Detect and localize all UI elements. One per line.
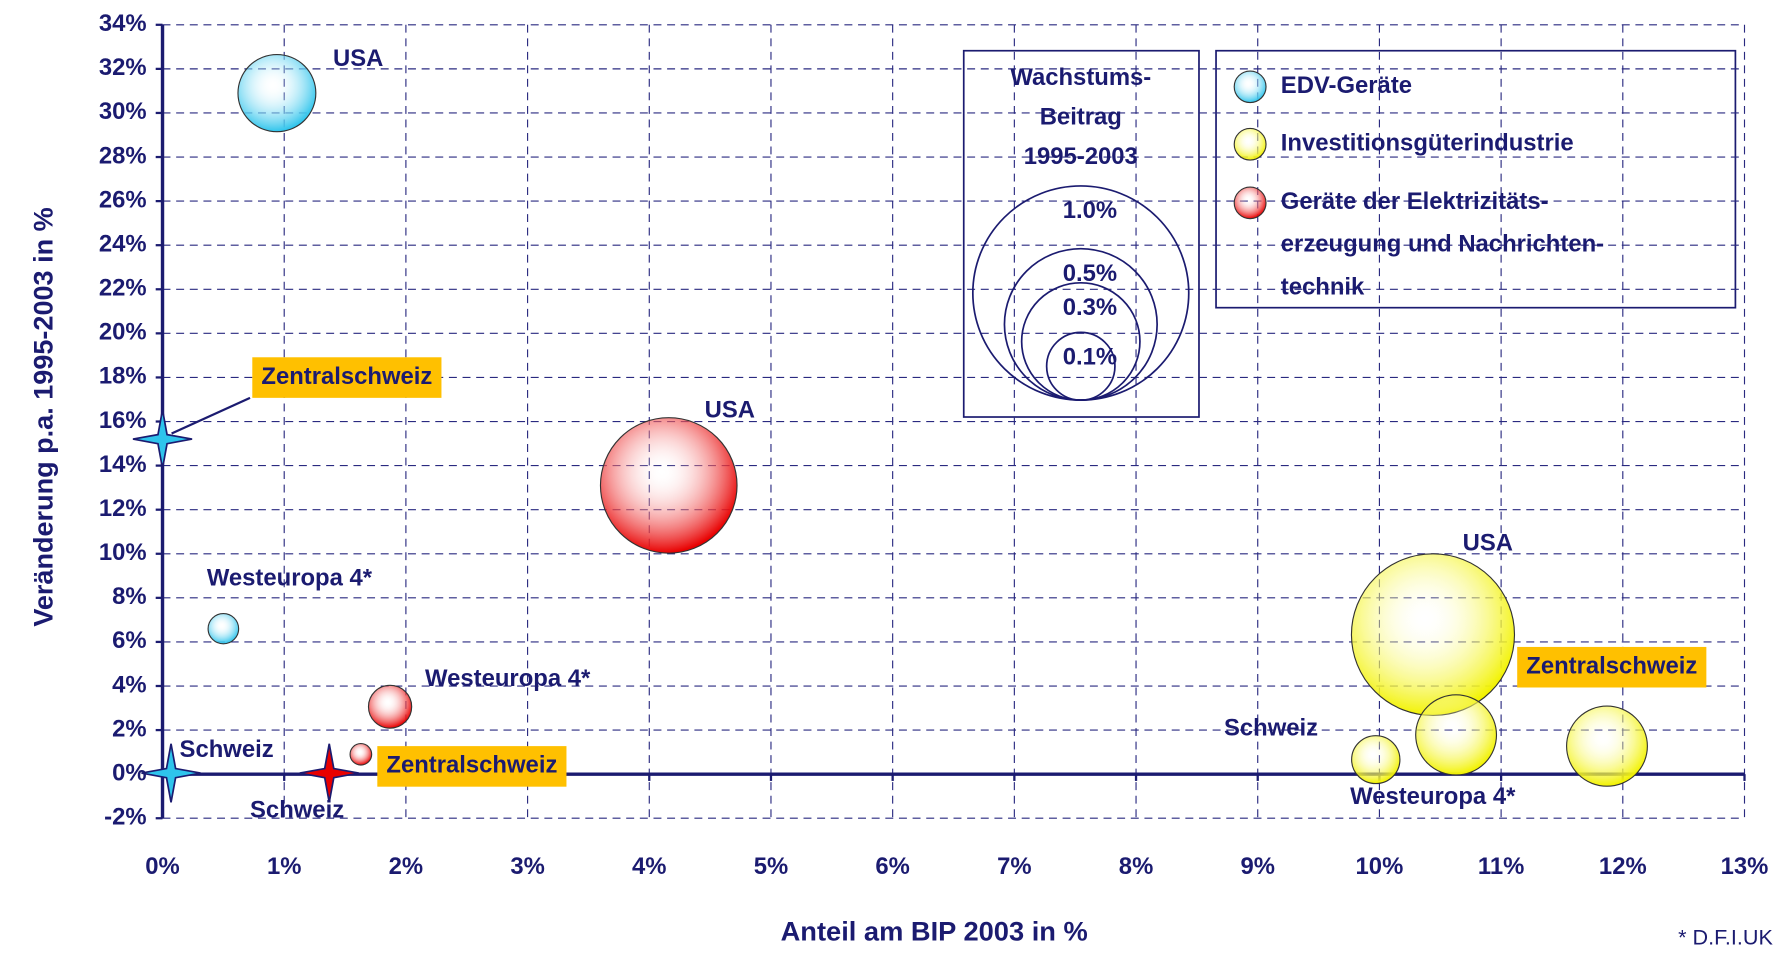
size-legend-title: Wachstums-	[1010, 64, 1151, 91]
y-tick-label: 28%	[99, 142, 147, 169]
legend-swatch	[1233, 70, 1267, 104]
x-tick-label: 7%	[997, 853, 1031, 880]
y-tick-label: -2%	[104, 804, 146, 831]
point-label: Westeuropa 4*	[207, 565, 373, 592]
label-highlight	[377, 746, 567, 787]
y-tick-label: 2%	[112, 715, 146, 742]
x-tick-label: 9%	[1240, 853, 1274, 880]
point-label: Schweiz	[250, 797, 344, 824]
x-tick-label: 3%	[510, 853, 544, 880]
y-tick-label: 16%	[99, 407, 147, 434]
point-label: Schweiz	[180, 736, 274, 763]
size-legend-title: 1995-2003	[1024, 143, 1138, 170]
star-marker	[132, 409, 193, 469]
y-tick-label: 8%	[112, 583, 146, 610]
legend-label-line: Geräte der Elektrizitäts-	[1281, 188, 1549, 215]
size-legend-circle	[1045, 331, 1116, 401]
legend-label-line: erzeugung und Nachrichten-	[1281, 231, 1604, 258]
label-highlight	[1517, 646, 1707, 688]
y-tick-label: 32%	[99, 54, 147, 81]
y-tick-label: 0%	[112, 760, 146, 787]
legend-swatch	[1233, 127, 1267, 161]
x-tick-label: 11%	[1478, 853, 1524, 880]
y-tick-label: 6%	[112, 627, 146, 654]
size-legend-label: 0.3%	[1063, 294, 1117, 321]
point-label: Westeuropa 4*	[1350, 783, 1516, 810]
point-label: Zentralschweiz	[1526, 653, 1697, 680]
x-tick-label: 5%	[754, 853, 788, 880]
x-tick-label: 2%	[389, 853, 423, 880]
size-legend-box	[962, 49, 1200, 418]
y-tick-label: 22%	[99, 275, 147, 302]
x-tick-label: 1%	[267, 853, 301, 880]
y-tick-label: 10%	[99, 539, 147, 566]
y-tick-label: 14%	[99, 451, 147, 478]
footnote: * D.F.I.UK	[1678, 926, 1773, 950]
label-highlight	[252, 357, 442, 398]
bubble	[1350, 553, 1516, 717]
bubble	[367, 684, 413, 729]
star-marker	[141, 743, 201, 803]
x-tick-label: 8%	[1119, 853, 1153, 880]
x-tick-label: 4%	[632, 853, 666, 880]
y-tick-label: 18%	[99, 363, 147, 390]
y-tick-label: 26%	[99, 186, 147, 213]
legend-swatch	[1233, 186, 1267, 220]
leader-line	[171, 396, 251, 435]
y-tick-label: 4%	[112, 671, 146, 698]
point-label: Schweiz	[1224, 715, 1318, 742]
bubble	[599, 417, 738, 554]
x-tick-label: 10%	[1356, 853, 1404, 880]
y-tick-label: 34%	[99, 10, 147, 37]
star-marker	[299, 743, 359, 803]
y-tick-label: 24%	[99, 231, 147, 258]
size-legend-label: 0.5%	[1063, 260, 1117, 287]
point-label: Zentralschweiz	[386, 752, 557, 779]
point-label: Zentralschweiz	[261, 363, 432, 390]
x-tick-label: 6%	[875, 853, 909, 880]
x-tick-label: 12%	[1599, 853, 1647, 880]
point-label: USA	[1463, 530, 1513, 557]
bubble	[207, 612, 240, 645]
x-tick-label: 13%	[1721, 853, 1769, 880]
legend-label: Geräte der Elektrizitäts-erzeugung und N…	[1281, 188, 1604, 301]
point-label: Westeuropa 4*	[425, 665, 591, 692]
point-label: USA	[705, 397, 755, 424]
y-tick-label: 30%	[99, 98, 147, 125]
y-tick-label: 20%	[99, 319, 147, 346]
y-axis-label: Veränderung p.a. 1995-2003 in %	[28, 207, 59, 626]
bubble	[1566, 705, 1648, 787]
size-legend-label: 1.0%	[1063, 197, 1117, 224]
legend-box	[1215, 49, 1737, 309]
size-legend-title: Beitrag	[1040, 104, 1122, 131]
bubble	[349, 743, 373, 766]
legend-label: Investitionsgüterindustrie	[1281, 130, 1574, 157]
x-axis-label: Anteil am BIP 2003 in %	[781, 915, 1088, 946]
y-tick-label: 12%	[99, 495, 147, 522]
legend-label: EDV-Geräte	[1281, 72, 1412, 99]
bubble	[237, 53, 317, 133]
point-label: USA	[333, 45, 383, 72]
bubble	[1415, 694, 1498, 776]
bubble	[1351, 735, 1401, 785]
legend-label-line: technik	[1281, 274, 1365, 301]
size-legend-label: 0.1%	[1063, 344, 1117, 371]
x-tick-label: 0%	[145, 853, 179, 880]
